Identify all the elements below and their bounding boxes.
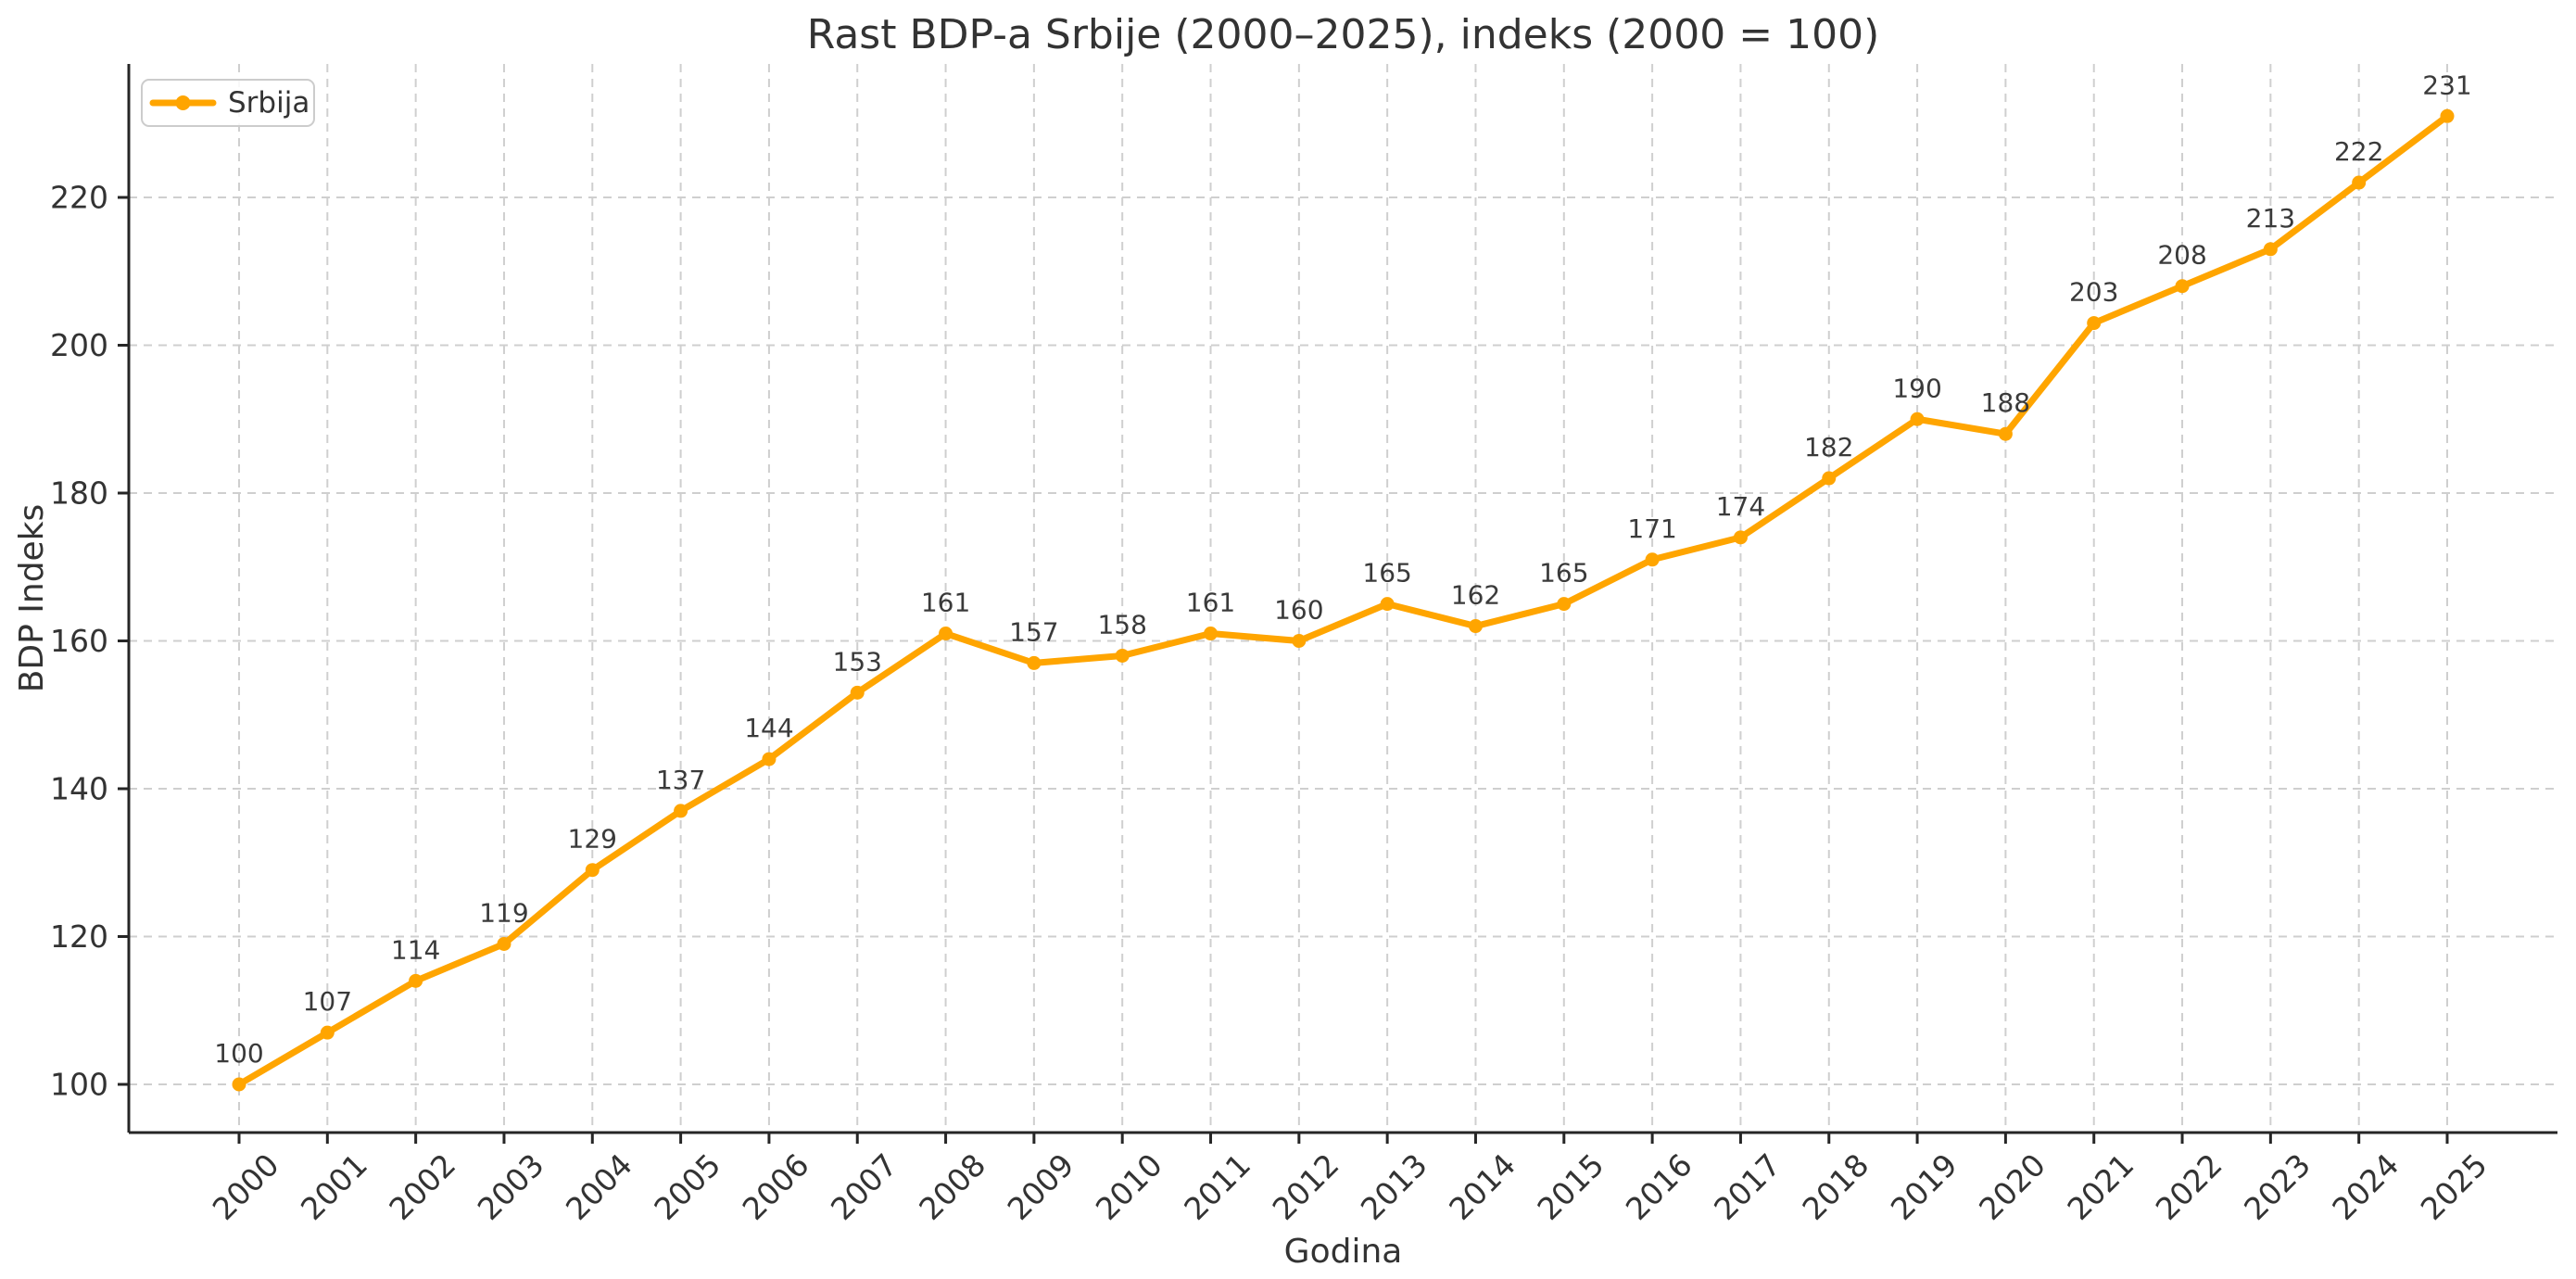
data-point-label: 171 xyxy=(1627,513,1676,544)
data-point-marker xyxy=(1998,426,2013,441)
data-point-marker xyxy=(1733,530,1748,545)
data-point-label: 188 xyxy=(1981,387,2030,418)
data-point-label: 157 xyxy=(1009,616,1058,647)
data-point-marker xyxy=(1557,597,1572,612)
data-point-marker xyxy=(497,936,511,951)
chart-title: Rast BDP-a Srbije (2000–2025), indeks (2… xyxy=(807,11,1880,58)
data-point-marker xyxy=(674,804,688,818)
legend-box xyxy=(141,79,315,127)
data-point-label: 213 xyxy=(2246,203,2295,234)
data-point-marker xyxy=(585,863,600,878)
data-point-label: 137 xyxy=(656,765,705,795)
data-point-marker xyxy=(2440,108,2455,123)
data-point-marker xyxy=(1822,471,1837,486)
data-point-marker xyxy=(2175,279,2190,294)
data-point-marker xyxy=(2087,316,2102,331)
y-tick-label: 100 xyxy=(50,1067,108,1103)
series-line xyxy=(235,112,2451,1088)
x-axis-label: Godina xyxy=(1284,1233,1403,1271)
data-point-label: 100 xyxy=(214,1038,263,1069)
data-point-label: 190 xyxy=(1892,373,1941,403)
data-point-marker xyxy=(1380,597,1395,612)
data-point-label: 114 xyxy=(391,934,440,965)
data-point-marker xyxy=(939,627,953,641)
data-point-label: 174 xyxy=(1716,491,1765,522)
data-point-label: 231 xyxy=(2422,70,2471,100)
legend-label: Srbija xyxy=(228,86,309,120)
data-point-marker xyxy=(762,752,777,766)
data-point-marker xyxy=(1292,634,1307,648)
data-point-label: 153 xyxy=(833,646,882,677)
data-point-marker xyxy=(1468,619,1483,634)
data-point-marker xyxy=(2352,175,2367,190)
data-point-label: 203 xyxy=(2069,277,2118,308)
data-point-marker xyxy=(232,1077,246,1092)
data-point-label: 129 xyxy=(568,824,617,855)
data-point-marker xyxy=(2263,242,2278,257)
y-tick-label: 200 xyxy=(50,327,108,363)
data-point-label: 119 xyxy=(479,897,528,928)
data-point-label: 165 xyxy=(1362,558,1411,589)
data-point-label: 107 xyxy=(303,986,352,1017)
data-point-label: 160 xyxy=(1274,595,1323,626)
data-point-label: 222 xyxy=(2334,136,2383,167)
data-point-label: 161 xyxy=(1186,588,1235,618)
data-point-label: 158 xyxy=(1097,609,1146,640)
data-point-marker xyxy=(1645,552,1660,567)
data-point-marker xyxy=(1115,648,1130,663)
data-point-label: 182 xyxy=(1804,432,1853,462)
y-axis-label: BDP Indeks xyxy=(13,504,51,693)
y-tick-label: 140 xyxy=(50,771,108,807)
data-point-marker xyxy=(1027,655,1042,670)
legend-marker-icon xyxy=(175,95,191,110)
data-point-marker xyxy=(1910,412,1925,426)
data-point-marker xyxy=(1204,627,1219,641)
data-point-label: 165 xyxy=(1539,558,1588,589)
y-tick-label: 160 xyxy=(50,623,108,659)
data-point-marker xyxy=(320,1025,335,1040)
y-tick-label: 180 xyxy=(50,475,108,512)
data-point-marker xyxy=(850,685,865,700)
data-point-label: 162 xyxy=(1451,580,1500,611)
data-point-marker xyxy=(409,973,423,988)
y-tick-label: 120 xyxy=(50,918,108,955)
data-point-label: 208 xyxy=(2157,240,2206,271)
data-point-label: 144 xyxy=(744,713,793,743)
data-point-label: 161 xyxy=(921,588,970,618)
y-tick-label: 220 xyxy=(50,180,108,216)
